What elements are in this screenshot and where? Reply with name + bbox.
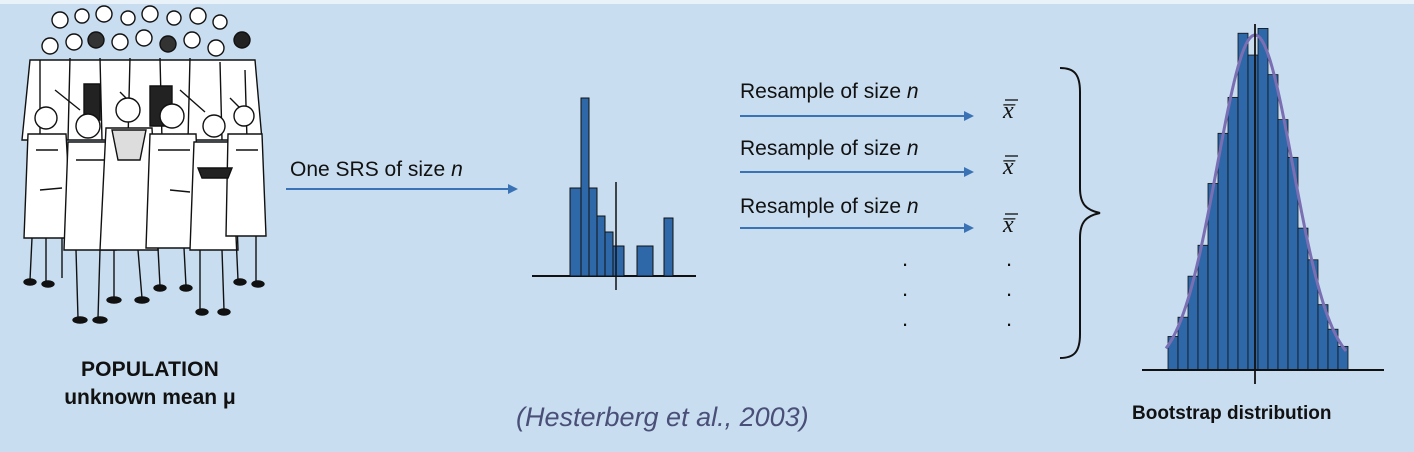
bootstrap-histogram-bar (1257, 28, 1269, 371)
ellipsis-dot: . (1006, 276, 1013, 301)
bootstrap-histogram-bar (1237, 32, 1249, 371)
sample-histogram-bar (612, 245, 625, 277)
resample-mean-1: x̅ (1003, 98, 1014, 124)
crowd-illustration-icon (21, 5, 267, 324)
resample-label-3: Resample of size n (740, 195, 919, 219)
ellipsis-dot: . (902, 306, 909, 331)
bootstrap-histogram-bar (1267, 74, 1279, 371)
resample-mean-2: x̅ (1003, 154, 1014, 180)
ellipsis-dot: . (1006, 246, 1013, 271)
population-subtitle: unknown mean μ (64, 386, 236, 409)
resample-label-text: Resample of size (740, 80, 907, 103)
srs-n: n (451, 158, 463, 181)
sample-histogram-bar (604, 231, 614, 277)
resample-label-text: Resample of size (740, 195, 907, 218)
sample-histogram (532, 97, 696, 290)
right-curly-brace-icon (1059, 67, 1101, 359)
bootstrap-histogram (1142, 24, 1384, 384)
population-title: POPULATION (80, 358, 220, 381)
resample-n: n (906, 137, 919, 160)
sample-histogram-bar (636, 245, 654, 277)
resample-n: n (906, 80, 919, 103)
resample-label-text: Resample of size (740, 137, 907, 160)
srs-label-text: One SRS of size (290, 158, 452, 181)
sample-histogram-bar (569, 187, 583, 277)
sample-histogram-bar (663, 217, 674, 277)
srs-label: One SRS of size n (290, 158, 463, 182)
sample-histogram-bar (580, 97, 590, 277)
ellipsis-dot: . (902, 276, 909, 301)
ellipsis-dot: . (902, 246, 909, 271)
bootstrap-histogram-bar (1217, 132, 1229, 371)
bootstrap-histogram-bar (1297, 227, 1309, 371)
resample-mean-3: x̅ (1003, 212, 1014, 238)
resample-n: n (906, 195, 919, 218)
bootstrap-histogram-bar (1227, 96, 1239, 371)
sample-histogram-bar (596, 215, 606, 277)
sample-histogram-bar (588, 187, 598, 277)
bootstrap-histogram-bar (1197, 244, 1209, 371)
citation: (Hesterberg et al., 2003) (516, 402, 809, 432)
bootstrap-histogram-bar (1277, 119, 1289, 371)
normal-curve (1164, 33, 1348, 352)
bootstrap-histogram-bar (1247, 54, 1259, 371)
resample-label-2: Resample of size n (740, 137, 919, 161)
resample-label-1: Resample of size n (740, 80, 919, 104)
bootstrap-title: Bootstrap distribution (1132, 403, 1332, 424)
top-border (0, 0, 1414, 4)
ellipsis-dot: . (1006, 306, 1013, 331)
